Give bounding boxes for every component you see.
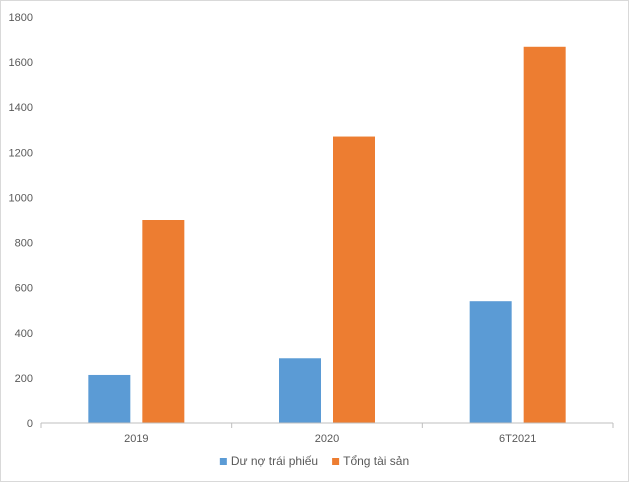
bars: [88, 46, 566, 424]
legend-label: Dư nợ trái phiếu: [231, 454, 318, 468]
y-tick-label: 1000: [9, 192, 33, 204]
x-axis: 2019 2020 6T2021: [40, 422, 614, 445]
y-tick-label: 200: [15, 373, 33, 385]
y-axis: 0 200 400 600 800 1000 1200 1400 1600 1800: [9, 12, 33, 430]
legend-item-total-assets: Tổng tài sản: [332, 454, 409, 468]
y-tick-label: 800: [15, 238, 33, 250]
y-tick-label: 600: [15, 283, 33, 295]
legend-item-bond-debt: Dư nợ trái phiếu: [219, 454, 318, 468]
bar-bond-debt: [469, 301, 512, 423]
bar-total-assets: [142, 220, 185, 423]
x-tick-label: 6T2021: [499, 433, 536, 445]
y-tick-label: 1400: [9, 102, 33, 114]
y-tick-label: 1600: [9, 57, 33, 69]
legend: Dư nợ trái phiếu Tổng tài sản: [219, 454, 409, 468]
y-tick-label: 400: [15, 328, 33, 340]
bar-total-assets: [523, 46, 566, 423]
x-tick-label: 2020: [315, 433, 339, 445]
x-tick-label: 2019: [124, 433, 148, 445]
bar-bond-debt: [279, 358, 321, 423]
y-tick-label: 0: [27, 418, 33, 430]
bar-bond-debt: [88, 374, 131, 423]
legend-swatch: [332, 458, 340, 465]
legend-label: Tổng tài sản: [343, 454, 409, 468]
legend-swatch: [219, 458, 227, 465]
y-tick-label: 1800: [9, 12, 33, 24]
y-tick-label: 1200: [9, 147, 33, 159]
bar-total-assets: [333, 136, 375, 424]
